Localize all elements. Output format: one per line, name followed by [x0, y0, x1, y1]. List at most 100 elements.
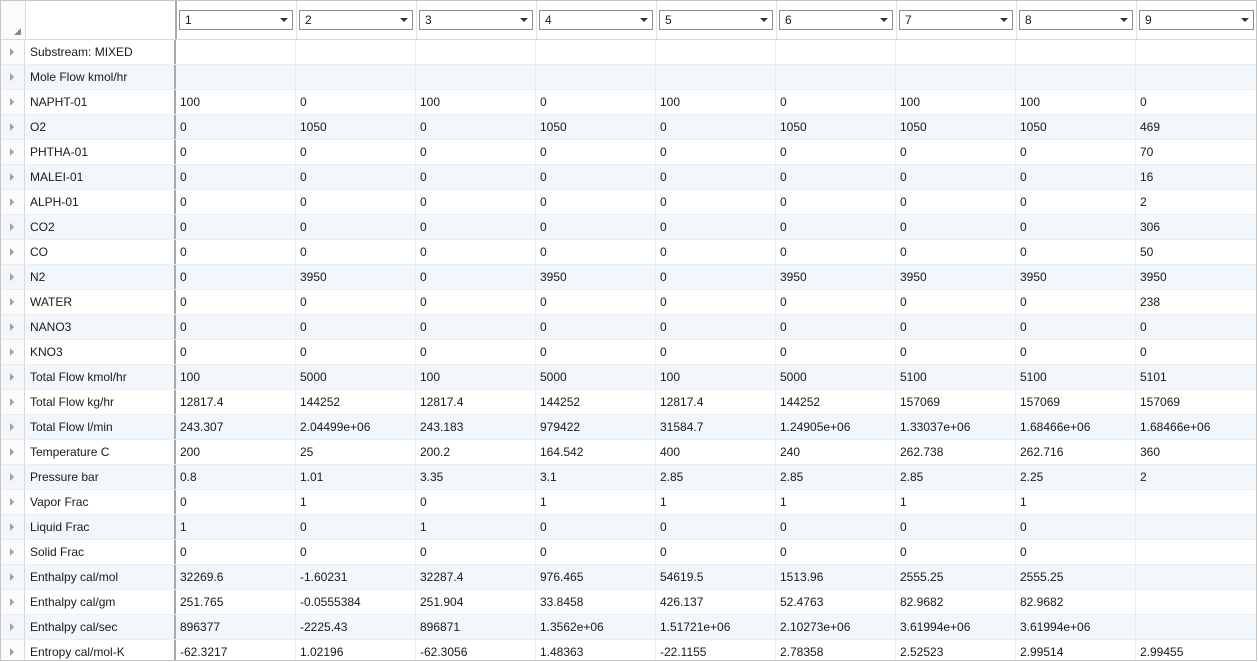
table-cell[interactable]	[536, 65, 656, 89]
table-cell[interactable]: 251.904	[416, 590, 536, 614]
table-cell[interactable]: 25	[296, 440, 416, 464]
table-row[interactable]: Temperature C 200 25 200.2 164.542 400 240 262.…	[1, 440, 1256, 465]
table-cell[interactable]: 0	[536, 240, 656, 264]
table-cell[interactable]	[1136, 65, 1256, 89]
table-cell[interactable]	[416, 40, 536, 64]
row-expand-handle[interactable]	[1, 390, 25, 414]
row-expand-handle[interactable]	[1, 565, 25, 589]
table-cell[interactable]: 0	[896, 190, 1016, 214]
table-cell[interactable]	[1136, 40, 1256, 64]
select-all-corner[interactable]	[1, 1, 26, 39]
table-cell[interactable]: 262.716	[1016, 440, 1136, 464]
table-cell[interactable]: 0	[176, 215, 296, 239]
table-cell[interactable]: 0	[1016, 290, 1136, 314]
table-cell[interactable]: 0	[1016, 515, 1136, 539]
table-cell[interactable]: 0	[536, 140, 656, 164]
table-cell[interactable]: 0	[416, 490, 536, 514]
table-cell[interactable]	[176, 65, 296, 89]
table-cell[interactable]: 0	[1016, 315, 1136, 339]
table-cell[interactable]: 1	[776, 490, 896, 514]
table-cell[interactable]: 1050	[536, 115, 656, 139]
table-cell[interactable]: 0	[416, 165, 536, 189]
table-cell[interactable]: 0	[896, 240, 1016, 264]
table-cell[interactable]: 0	[896, 540, 1016, 564]
table-cell[interactable]	[1136, 565, 1256, 589]
table-cell[interactable]: 1	[896, 490, 1016, 514]
table-cell[interactable]: 0	[296, 90, 416, 114]
table-cell[interactable]: 469	[1136, 115, 1256, 139]
table-cell[interactable]: 0	[656, 315, 776, 339]
table-cell[interactable]: 1050	[1016, 115, 1136, 139]
table-cell[interactable]: 0	[296, 515, 416, 539]
table-cell[interactable]: 0	[416, 315, 536, 339]
table-cell[interactable]: 0	[656, 515, 776, 539]
table-cell[interactable]	[776, 40, 896, 64]
table-cell[interactable]: 0	[176, 165, 296, 189]
table-cell[interactable]: 100	[416, 90, 536, 114]
table-cell[interactable]: 976.465	[536, 565, 656, 589]
table-cell[interactable]: 0	[776, 215, 896, 239]
table-cell[interactable]: 0	[896, 515, 1016, 539]
table-cell[interactable]: 12817.4	[416, 390, 536, 414]
table-cell[interactable]: 251.765	[176, 590, 296, 614]
table-cell[interactable]: 243.183	[416, 415, 536, 439]
table-cell[interactable]: 0	[656, 115, 776, 139]
table-cell[interactable]: 0	[776, 240, 896, 264]
table-cell[interactable]: 0	[416, 190, 536, 214]
table-cell[interactable]: 1.33037e+06	[896, 415, 1016, 439]
table-row[interactable]: NANO3 0 0 0 0 0 0 0 0 0	[1, 315, 1256, 340]
table-cell[interactable]	[896, 40, 1016, 64]
table-cell[interactable]: 33.8458	[536, 590, 656, 614]
table-cell[interactable]: 0	[536, 215, 656, 239]
row-expand-handle[interactable]	[1, 340, 25, 364]
table-cell[interactable]: 0	[416, 215, 536, 239]
table-cell[interactable]: 2555.25	[896, 565, 1016, 589]
table-row[interactable]: WATER 0 0 0 0 0 0 0 0 238	[1, 290, 1256, 315]
table-cell[interactable]: 0	[656, 540, 776, 564]
table-row[interactable]: MALEI-01 0 0 0 0 0 0 0 0 16	[1, 165, 1256, 190]
table-cell[interactable]: 3.61994e+06	[1016, 615, 1136, 639]
table-cell[interactable]: 243.307	[176, 415, 296, 439]
table-cell[interactable]: 2.78358	[776, 640, 896, 660]
table-cell[interactable]: 0	[536, 90, 656, 114]
table-cell[interactable]: 0	[776, 140, 896, 164]
table-cell[interactable]: 3.61994e+06	[896, 615, 1016, 639]
table-cell[interactable]: 0	[536, 540, 656, 564]
table-cell[interactable]: 3950	[896, 265, 1016, 289]
table-cell[interactable]: -0.0555384	[296, 590, 416, 614]
table-cell[interactable]: 0	[416, 140, 536, 164]
table-cell[interactable]	[1136, 515, 1256, 539]
table-cell[interactable]	[296, 65, 416, 89]
table-cell[interactable]: -2225.43	[296, 615, 416, 639]
table-cell[interactable]: 2.04499e+06	[296, 415, 416, 439]
table-cell[interactable]: 0	[296, 215, 416, 239]
table-cell[interactable]: 200.2	[416, 440, 536, 464]
row-expand-handle[interactable]	[1, 515, 25, 539]
table-cell[interactable]: 0	[536, 165, 656, 189]
row-expand-handle[interactable]	[1, 215, 25, 239]
table-cell[interactable]: 5000	[776, 365, 896, 389]
table-cell[interactable]: 0	[416, 115, 536, 139]
table-row[interactable]: Vapor Frac 0 1 0 1 1 1 1 1	[1, 490, 1256, 515]
table-cell[interactable]: 0	[1016, 540, 1136, 564]
table-cell[interactable]	[1136, 540, 1256, 564]
table-cell[interactable]: 0	[1016, 215, 1136, 239]
table-cell[interactable]: -22.1155	[656, 640, 776, 660]
table-cell[interactable]: 5000	[296, 365, 416, 389]
table-row[interactable]: CO2 0 0 0 0 0 0 0 0 306	[1, 215, 1256, 240]
table-cell[interactable]: 0	[1016, 165, 1136, 189]
table-cell[interactable]: 360	[1136, 440, 1256, 464]
table-row[interactable]: ALPH-01 0 0 0 0 0 0 0 0 2	[1, 190, 1256, 215]
row-expand-handle[interactable]	[1, 540, 25, 564]
table-cell[interactable]: 306	[1136, 215, 1256, 239]
table-cell[interactable]: 0	[776, 540, 896, 564]
table-cell[interactable]: 2.99514	[1016, 640, 1136, 660]
table-cell[interactable]	[1016, 65, 1136, 89]
table-cell[interactable]: -1.60231	[296, 565, 416, 589]
table-cell[interactable]: 0	[296, 290, 416, 314]
table-cell[interactable]: 0	[536, 315, 656, 339]
table-cell[interactable]: 2.85	[896, 465, 1016, 489]
table-cell[interactable]: 0	[776, 190, 896, 214]
table-cell[interactable]	[296, 40, 416, 64]
table-cell[interactable]: 3950	[1136, 265, 1256, 289]
